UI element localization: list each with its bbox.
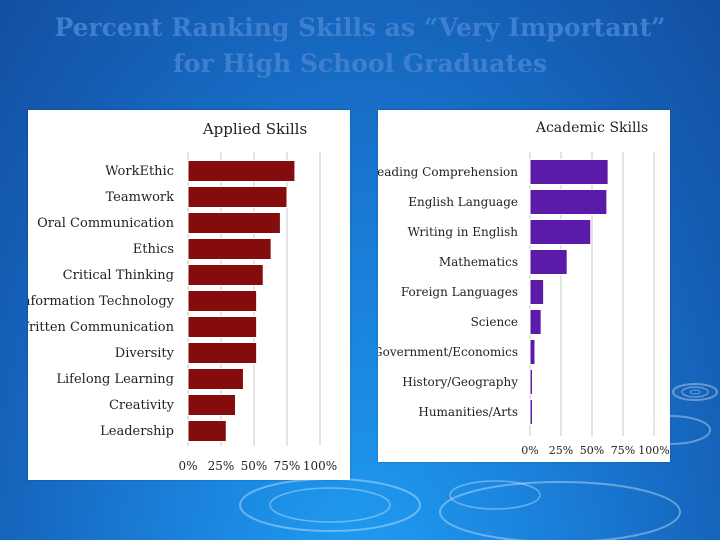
applied-skills-chart: Applied Skills 0% 25% 50% 75% 100% WorkEthic Te… — [28, 110, 350, 480]
x-tick-label: 75% — [611, 444, 635, 457]
chart-title: Academic Skills — [535, 120, 648, 136]
bar-history-geography — [529, 369, 533, 395]
academic-skills-chart: Academic Skills 0% 25% 50% 75% 100% Reading Co… — [378, 110, 670, 462]
category-label-foreign-languages: Foreign Languages — [401, 285, 518, 299]
slide-title-line-2: for High School Graduates — [173, 49, 547, 78]
category-label-government-economics: Government/Economics — [378, 345, 518, 359]
bar-leadership — [187, 420, 227, 442]
bar-mathematics — [529, 249, 568, 275]
category-label-leadership: Leadership — [100, 424, 174, 439]
bar-government-economics — [529, 339, 536, 365]
category-label-reading-comprehension: Reading Comprehension — [378, 165, 518, 179]
applied-skills-plot: Applied Skills 0% 25% 50% 75% 100% WorkEthic Te… — [28, 120, 337, 473]
x-tick-label: 100% — [638, 444, 669, 457]
bar-lifelong-learning — [187, 368, 244, 390]
category-label-mathematics: Mathematics — [439, 255, 518, 269]
bar-information-technology — [187, 290, 258, 312]
x-tick-label: 75% — [274, 459, 301, 473]
category-label-english-language: English Language — [408, 195, 518, 209]
bar-teamwork — [187, 186, 288, 208]
bar-ethics — [187, 238, 272, 260]
bar-foreign-languages — [529, 279, 545, 305]
bar-creativity — [187, 394, 237, 416]
bar-writing-in-english — [529, 219, 592, 245]
x-tick-label: 25% — [208, 459, 235, 473]
x-tick-label: 50% — [241, 459, 268, 473]
bar-reading-comprehension — [529, 159, 609, 185]
category-label-oral-communication: Oral Communication — [37, 216, 174, 231]
x-tick-label: 0% — [521, 444, 538, 457]
category-label-lifelong-learning: Lifelong Learning — [56, 372, 174, 387]
category-label-information-technology: Information Technology — [28, 294, 175, 309]
bar-critical-thinking — [187, 264, 264, 286]
category-label-humanities-arts: Humanities/Arts — [418, 405, 518, 419]
category-label-history-geography: History/Geography — [402, 375, 518, 389]
x-tick-label: 0% — [178, 459, 197, 473]
category-label-diversity: Diversity — [115, 346, 175, 361]
x-tick-label: 50% — [580, 444, 604, 457]
category-label-writing-in-english: Writing in English — [408, 225, 519, 239]
x-tick-label: 100% — [303, 459, 337, 473]
category-label-science: Science — [471, 315, 518, 329]
category-label-critical-thinking: Critical Thinking — [63, 268, 174, 283]
chart-title: Applied Skills — [202, 120, 307, 138]
bar-oral-communication — [187, 212, 281, 234]
category-label-creativity: Creativity — [109, 398, 175, 413]
bar-english-language — [529, 189, 608, 215]
category-label-workethic: WorkEthic — [105, 164, 174, 179]
bar-diversity — [187, 342, 258, 364]
slide-title-line-1: Percent Ranking Skills as “Very Importan… — [54, 13, 666, 42]
slide-title: Percent Ranking Skills as “Very Importan… — [0, 10, 720, 82]
bar-workethic — [187, 160, 296, 182]
bar-written-communication — [187, 316, 258, 338]
bar-science — [529, 309, 542, 335]
category-label-written-communication: Written Communication — [28, 320, 175, 335]
academic-skills-plot: Academic Skills 0% 25% 50% 75% 100% Reading Co… — [378, 120, 670, 457]
x-tick-label: 25% — [549, 444, 573, 457]
category-label-teamwork: Teamwork — [106, 190, 175, 205]
bar-humanities-arts — [529, 399, 533, 425]
category-label-ethics: Ethics — [133, 242, 174, 257]
